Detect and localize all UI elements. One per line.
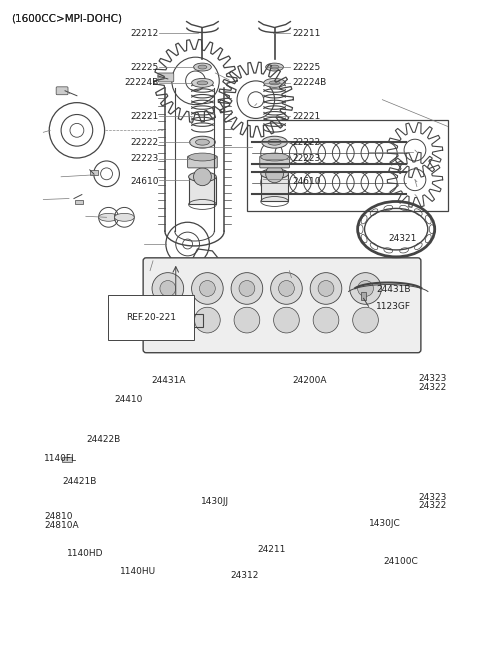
Text: 1140HD: 1140HD	[67, 549, 104, 558]
Text: 22222: 22222	[292, 138, 321, 147]
Ellipse shape	[266, 63, 284, 71]
Text: 24200A: 24200A	[292, 376, 327, 385]
Text: 24323: 24323	[418, 374, 446, 383]
Circle shape	[234, 307, 260, 333]
Bar	[261, 174, 288, 202]
Circle shape	[278, 281, 294, 296]
Circle shape	[318, 281, 334, 296]
Text: 22223: 22223	[131, 154, 159, 164]
Bar	[90, 170, 97, 175]
Text: 22223: 22223	[292, 154, 321, 164]
Circle shape	[313, 307, 339, 333]
Ellipse shape	[189, 172, 216, 182]
Ellipse shape	[261, 153, 288, 161]
Circle shape	[271, 273, 302, 304]
Text: 22222: 22222	[131, 138, 159, 147]
Ellipse shape	[270, 65, 279, 69]
Bar	[122, 314, 204, 327]
Text: 24321: 24321	[388, 233, 417, 242]
Text: (1600CC>MPI-DOHC): (1600CC>MPI-DOHC)	[11, 14, 122, 24]
Text: 22221: 22221	[131, 112, 159, 121]
Text: (1600CC>MPI-DOHC): (1600CC>MPI-DOHC)	[11, 14, 122, 24]
Circle shape	[231, 273, 263, 304]
Text: 22224B: 22224B	[125, 78, 159, 87]
Circle shape	[193, 168, 211, 186]
Circle shape	[358, 281, 373, 296]
Circle shape	[194, 307, 220, 333]
Text: 24810A: 24810A	[44, 521, 79, 530]
Ellipse shape	[190, 136, 216, 148]
Text: 24322: 24322	[418, 383, 446, 392]
Ellipse shape	[269, 81, 280, 85]
Text: 22221: 22221	[292, 112, 321, 121]
Ellipse shape	[268, 139, 281, 145]
Text: 24422B: 24422B	[87, 435, 121, 444]
Ellipse shape	[197, 81, 208, 85]
Circle shape	[160, 281, 176, 296]
Text: 22212: 22212	[131, 29, 159, 38]
Text: 1123GF: 1123GF	[376, 302, 411, 311]
Bar	[185, 277, 189, 284]
Text: 24431B: 24431B	[376, 285, 411, 294]
Text: 1430JC: 1430JC	[369, 519, 400, 528]
FancyBboxPatch shape	[188, 156, 217, 168]
Ellipse shape	[189, 153, 216, 161]
Text: 24323: 24323	[418, 493, 446, 501]
Circle shape	[239, 281, 255, 296]
Text: 24421B: 24421B	[62, 477, 96, 486]
FancyBboxPatch shape	[56, 87, 68, 95]
Text: 24322: 24322	[418, 501, 446, 510]
Text: 1140FL: 1140FL	[44, 454, 77, 463]
Circle shape	[200, 281, 216, 296]
Text: 24410: 24410	[115, 395, 143, 403]
Text: 24211: 24211	[258, 545, 286, 554]
Ellipse shape	[198, 65, 207, 69]
Text: 22224B: 22224B	[292, 78, 326, 87]
Ellipse shape	[192, 78, 213, 87]
Ellipse shape	[193, 63, 211, 71]
Ellipse shape	[195, 139, 209, 145]
Text: 24312: 24312	[230, 571, 259, 579]
Text: REF.20-221: REF.20-221	[126, 313, 176, 322]
Ellipse shape	[99, 214, 119, 221]
Ellipse shape	[114, 214, 134, 221]
Bar	[62, 457, 72, 463]
Ellipse shape	[261, 169, 288, 179]
Ellipse shape	[262, 136, 288, 148]
Text: 22225: 22225	[292, 62, 321, 72]
Bar	[247, 120, 447, 212]
Text: 24810: 24810	[44, 512, 73, 521]
Bar	[360, 292, 366, 300]
Circle shape	[310, 273, 342, 304]
Text: 24100C: 24100C	[384, 556, 418, 566]
Bar	[189, 177, 216, 204]
Circle shape	[353, 307, 378, 333]
Circle shape	[350, 273, 381, 304]
FancyBboxPatch shape	[158, 73, 174, 82]
Text: 22211: 22211	[292, 29, 321, 38]
Circle shape	[152, 273, 184, 304]
Bar	[75, 200, 83, 204]
Text: 24610: 24610	[131, 177, 159, 186]
Ellipse shape	[264, 78, 286, 87]
Circle shape	[155, 307, 180, 333]
Circle shape	[274, 307, 300, 333]
Circle shape	[266, 165, 284, 183]
Text: 1430JJ: 1430JJ	[201, 497, 228, 507]
Text: 24610: 24610	[292, 177, 321, 186]
Circle shape	[192, 273, 223, 304]
Text: 24431A: 24431A	[151, 376, 186, 385]
Text: 22225: 22225	[131, 62, 159, 72]
FancyBboxPatch shape	[260, 156, 289, 168]
FancyBboxPatch shape	[143, 258, 421, 353]
Text: 1140HU: 1140HU	[120, 566, 156, 576]
Text: REF.20-221: REF.20-221	[126, 303, 176, 312]
